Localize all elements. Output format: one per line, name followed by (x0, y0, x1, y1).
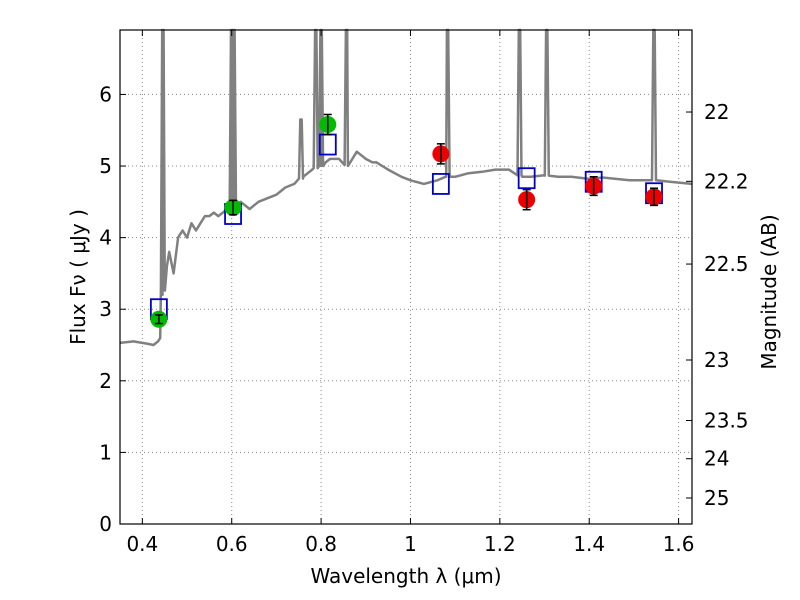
grid-lines (120, 30, 692, 525)
x-tick-label: 1.4 (573, 532, 605, 556)
model-box-marker (517, 167, 536, 190)
x-axis-label: Wavelength λ (μm) (310, 564, 501, 588)
y-tick-label: 0 (99, 512, 112, 536)
mag-tick-label: 22.5 (704, 252, 749, 276)
spectrum-series (119, 28, 693, 347)
model-box-series (149, 133, 663, 321)
y-tick-label: 1 (99, 440, 112, 464)
plot-frame (119, 29, 693, 525)
x-tick-label: 0.6 (216, 532, 248, 556)
spectrum-line (119, 28, 693, 347)
mag-tick-label: 25 (704, 486, 729, 510)
mag-tick-label: 22.2 (704, 169, 749, 193)
x-tick-label: 0.8 (305, 532, 337, 556)
mag-tick-label: 23 (704, 348, 729, 372)
x-tick-label: 1.2 (484, 532, 516, 556)
x-tick-label: 0.4 (126, 532, 158, 556)
y-tick-label: 6 (99, 82, 112, 106)
y-axis-label: Flux Fν ( μJy ) (66, 209, 90, 345)
x-tick-label: 1 (404, 532, 417, 556)
photometry-series (150, 113, 663, 328)
y-tick-label: 2 (99, 369, 112, 393)
y-tick-label: 4 (99, 226, 112, 250)
x-tick-label: 1.6 (663, 532, 695, 556)
model-box-marker (431, 173, 450, 195)
y-tick-label: 5 (99, 154, 112, 178)
y2-axis-label: Magnitude (AB) (757, 214, 781, 369)
mag-tick-label: 22 (704, 100, 729, 124)
axis-ticks: 0.4 0.6 0.8 1 1.2 1.4 1.601234562222.222.52323… (99, 30, 749, 556)
mag-tick-label: 24 (704, 447, 729, 471)
mag-tick-label: 23.5 (704, 409, 749, 433)
y-tick-label: 3 (99, 297, 112, 321)
